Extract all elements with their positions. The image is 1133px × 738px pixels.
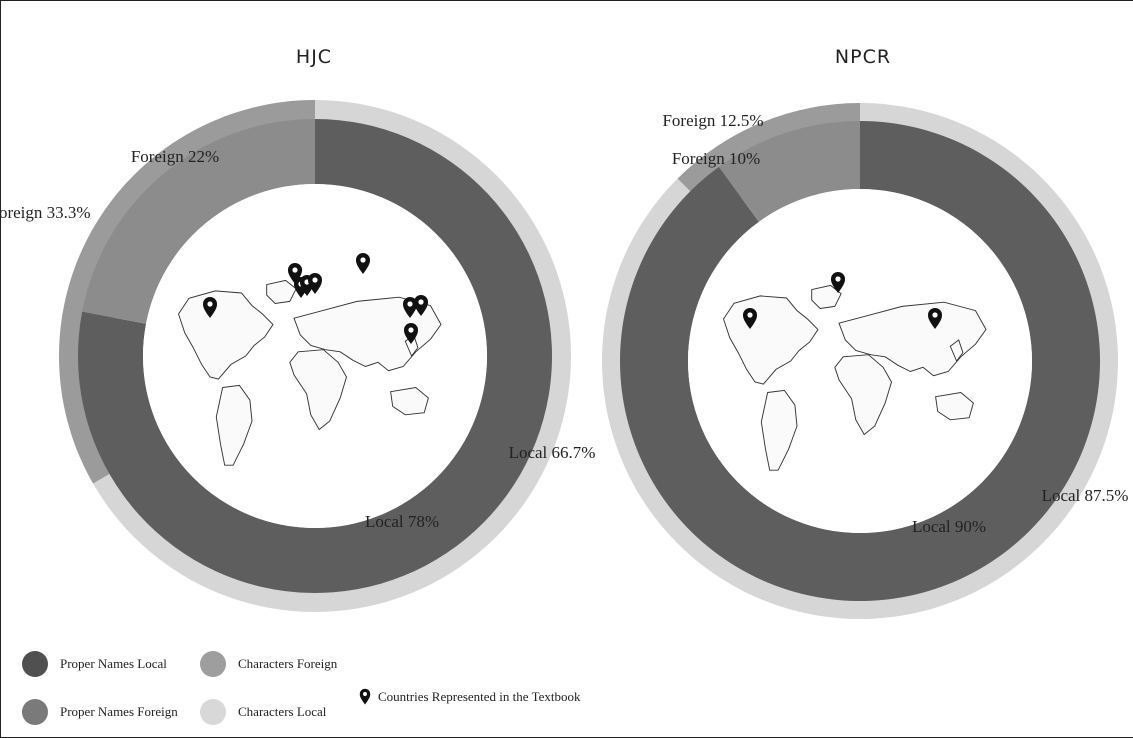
legend-swatch-proper-names-foreign [22, 699, 48, 725]
legend-label-proper-names-foreign: Proper Names Foreign [60, 704, 178, 719]
legend-label-proper-names-local: Proper Names Local [60, 656, 167, 671]
legend-label-countries: Countries Represented in the Textbook [378, 689, 581, 704]
legend-item-characters-local: Characters Local [200, 699, 326, 725]
legend-swatch-characters-local [200, 699, 226, 725]
donut-chart-hjc: Local 66.7% Foreign 33.3% Local 78% Foreign… [0, 100, 596, 613]
slice-label-npcr-characters-foreign: Foreign 12.5% [662, 111, 763, 130]
legend-label-characters-local: Characters Local [238, 704, 327, 719]
legend-item-proper-names-local: Proper Names Local [22, 651, 167, 677]
slice-label-npcr-proper-names-local: Local 90% [912, 517, 986, 536]
legend-swatch-proper-names-local [22, 651, 48, 677]
legend-item-characters-foreign: Characters Foreign [200, 651, 337, 677]
slice-npcr-proper-names-foreign [718, 121, 860, 222]
legend-item-proper-names-foreign: Proper Names Foreign [22, 699, 178, 725]
slice-label-hjc-proper-names-foreign: Foreign 22% [131, 147, 219, 166]
slice-label-hjc-proper-names-local: Local 78% [365, 512, 439, 531]
chart-title-npcr: NPCR [834, 46, 892, 68]
slice-label-hjc-characters-local: Local 66.7% [509, 443, 596, 462]
legend-item-countries: Countries Represented in the Textbook [358, 688, 580, 706]
legend-swatch-characters-foreign [200, 651, 226, 677]
slice-label-npcr-proper-names-foreign: Foreign 10% [672, 149, 760, 168]
map-pin-icon [359, 688, 371, 705]
donut-chart-npcr: Local 87.5% Foreign 12.5% Local 90% Foreign… [602, 102, 1129, 620]
legend-label-characters-foreign: Characters Foreign [238, 656, 338, 671]
chart-title-hjc: HJC [295, 46, 333, 68]
slice-hjc-proper-names-foreign [82, 119, 315, 324]
slice-label-hjc-characters-foreign: Foreign 33.3% [0, 203, 91, 222]
slice-label-npcr-characters-local: Local 87.5% [1042, 486, 1129, 505]
slice-hjc-characters-foreign [58, 100, 315, 484]
